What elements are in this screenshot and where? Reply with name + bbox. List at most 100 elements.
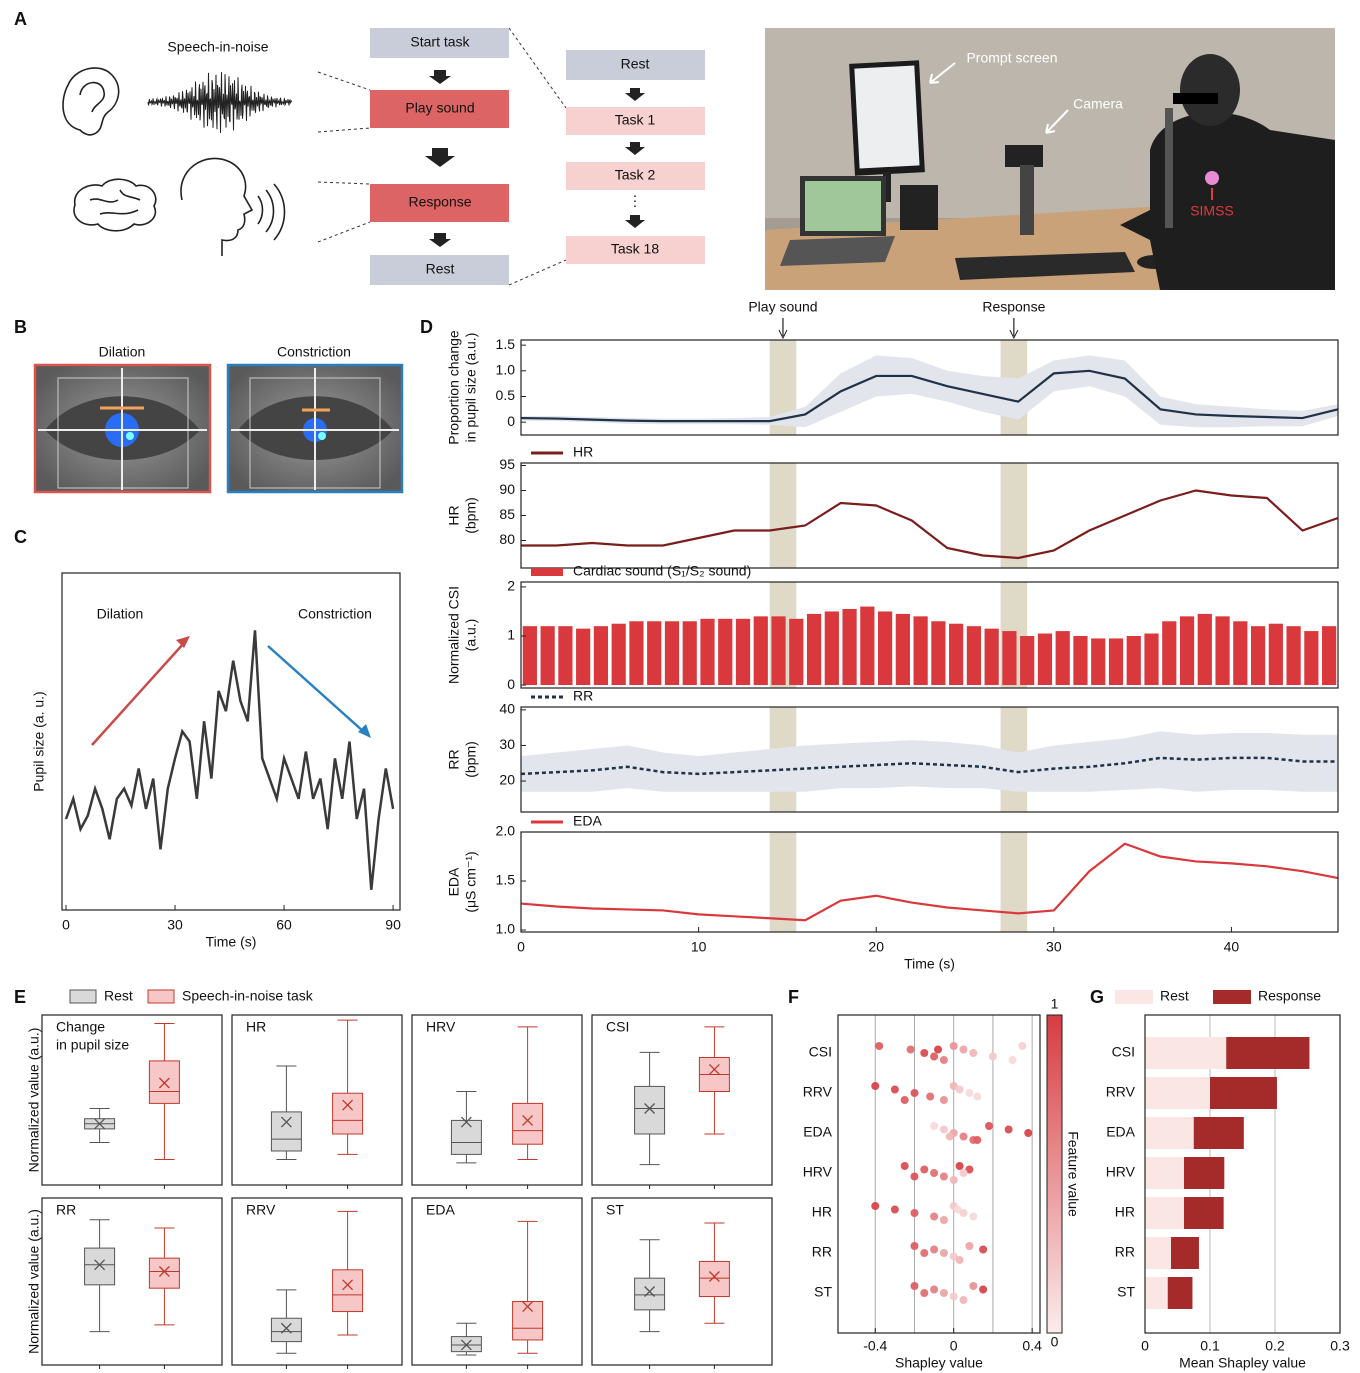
- decoration: [1205, 171, 1219, 185]
- bar: [1198, 614, 1212, 685]
- shap-point: [875, 1042, 883, 1050]
- y-axis-label: (bpm): [463, 497, 479, 534]
- legend-label: Cardiac sound (S₁/S₂ sound): [573, 563, 751, 579]
- y-axis-label: RR: [446, 749, 462, 769]
- x-tick-label: 60: [276, 917, 292, 933]
- bar: [914, 616, 928, 685]
- y-tick-label: 90: [499, 481, 515, 497]
- shap-point: [979, 1246, 987, 1254]
- legend-swatch: [1213, 990, 1251, 1004]
- shap-point: [973, 1093, 981, 1101]
- bar: [896, 614, 910, 685]
- task-label: Task 2: [615, 167, 656, 183]
- decoration: [854, 65, 919, 168]
- shap-point: [1009, 1056, 1017, 1064]
- decoration: [625, 142, 645, 155]
- decoration: [429, 70, 451, 84]
- shap-point: [910, 1173, 918, 1181]
- bar: [1020, 636, 1034, 685]
- y-tick-label: 40: [499, 701, 515, 717]
- panel-label: C: [14, 527, 27, 547]
- decoration: [509, 260, 566, 285]
- shap-point: [871, 1202, 879, 1210]
- data-line: [521, 491, 1338, 559]
- bar: [931, 621, 945, 685]
- speech-label: Speech-in-noise: [167, 39, 268, 55]
- flow-label: Play sound: [405, 100, 474, 116]
- bar: [736, 619, 750, 685]
- decoration: [92, 643, 184, 745]
- shap-point: [930, 1213, 938, 1221]
- shap-point: [940, 1289, 948, 1297]
- legend-swatch: [70, 990, 96, 1003]
- bar: [1145, 1037, 1226, 1069]
- bar: [1073, 636, 1087, 685]
- y-axis-label: Normalized value (a.u.): [26, 1209, 42, 1354]
- shap-point: [930, 1122, 938, 1130]
- shap-point: [910, 1209, 918, 1217]
- bar: [1184, 1197, 1224, 1229]
- y-axis-label: Pupil size (a. u.): [31, 691, 47, 791]
- bar: [1109, 638, 1123, 685]
- category-label: CSI: [1112, 1044, 1135, 1060]
- eye-label: Dilation: [99, 344, 146, 360]
- colorbar-label: Feature value: [1065, 1131, 1081, 1217]
- bar: [1145, 1277, 1168, 1309]
- bar: [825, 611, 839, 685]
- y-axis-label: Normalized value (a.u.): [26, 1028, 42, 1173]
- shap-point: [930, 1286, 938, 1294]
- plot-frame: [521, 832, 1338, 932]
- bar: [1304, 631, 1318, 685]
- shap-point: [920, 1289, 928, 1297]
- photo: [765, 28, 1335, 290]
- shap-point: [960, 1209, 968, 1217]
- category-label: HR: [1115, 1204, 1135, 1220]
- box: [635, 1086, 665, 1134]
- x-tick-label: 30: [1046, 939, 1062, 955]
- shap-point: [920, 1049, 928, 1057]
- y-axis-label: HR: [446, 505, 462, 525]
- shap-point: [950, 1176, 958, 1184]
- shap-point: [969, 1049, 977, 1057]
- box: [271, 1318, 301, 1341]
- panel-title: RR: [56, 1202, 76, 1218]
- bar: [1184, 1157, 1224, 1189]
- shap-point: [910, 1089, 918, 1097]
- bar: [949, 624, 963, 685]
- y-axis-label: (a.u.): [463, 619, 479, 652]
- y-tick-label: 80: [499, 531, 515, 547]
- y-axis-label: (bpm): [463, 741, 479, 778]
- y-axis-label: Proportion change: [446, 330, 462, 445]
- shap-point: [1018, 1042, 1026, 1050]
- x-tick-label: 0: [950, 1338, 958, 1354]
- plot-frame: [412, 1198, 582, 1365]
- decoration: [625, 88, 645, 101]
- trend-arrow: [92, 636, 371, 745]
- shap-point: [940, 1216, 948, 1224]
- shap-point: [930, 1053, 938, 1061]
- shap-point: [901, 1096, 909, 1104]
- shap-point: [956, 1162, 964, 1170]
- eye-label: Constriction: [277, 344, 351, 360]
- x-tick-label: 40: [1224, 939, 1240, 955]
- y-tick-label: 95: [499, 456, 515, 472]
- feature-label: ST: [814, 1284, 832, 1300]
- category-label: RR: [1115, 1244, 1135, 1260]
- y-axis-label: EDA: [446, 867, 462, 896]
- bar: [718, 619, 732, 685]
- event-annotation: Response: [982, 299, 1045, 315]
- annotation: Constriction: [298, 606, 372, 622]
- panel-title: EDA: [426, 1202, 455, 1218]
- box: [513, 1103, 543, 1144]
- bar: [842, 609, 856, 685]
- bar: [1056, 631, 1070, 685]
- shap-point: [973, 1136, 981, 1144]
- shap-point: [1005, 1126, 1013, 1134]
- bar: [771, 616, 785, 685]
- task-label: Rest: [621, 56, 650, 72]
- panel-label: A: [14, 9, 27, 29]
- bar: [1145, 1077, 1210, 1109]
- bar: [1180, 616, 1194, 685]
- legend-label: Rest: [104, 988, 133, 1004]
- figure: A B C D E F G Speech-in-noise Start task…: [0, 0, 1360, 1373]
